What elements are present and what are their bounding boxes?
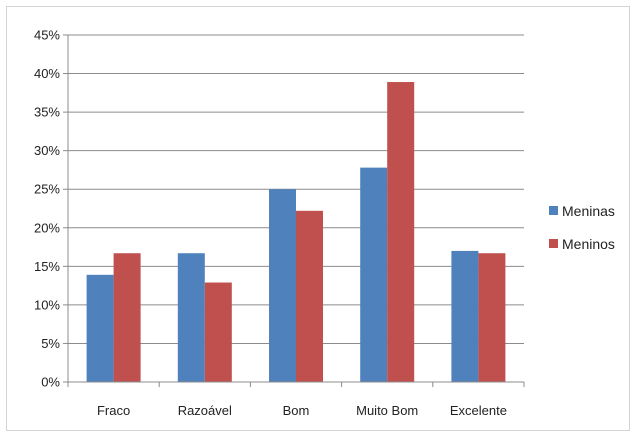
y-tick-label: 40%	[34, 66, 60, 81]
bar-meninas-1	[177, 253, 205, 382]
x-tick-label: Excelente	[450, 403, 507, 418]
bar-meninos-2	[296, 210, 323, 382]
bar-meninos-4	[478, 253, 506, 382]
legend-label-meninas: Meninas	[562, 203, 615, 219]
bar-meninos-0	[113, 253, 141, 382]
bar-meninas-0	[86, 274, 114, 382]
bars	[86, 82, 506, 382]
bar-meninas-4	[451, 250, 479, 382]
y-tick-labels: 0% 5% 10% 15% 20% 25% 30% 35% 40% 45%	[34, 28, 60, 390]
y-tick-label: 10%	[34, 297, 60, 312]
legend: Meninas Meninos	[549, 203, 615, 252]
y-tick-label: 30%	[34, 143, 60, 158]
y-tick-label: 0%	[41, 375, 60, 390]
bar-meninos-3	[387, 82, 415, 382]
y-tick-label: 35%	[34, 105, 60, 120]
chart-frame	[6, 6, 630, 431]
legend-swatch-meninos	[549, 239, 558, 248]
y-tick-label: 25%	[34, 182, 60, 197]
y-tick-label: 5%	[41, 336, 60, 351]
x-tick-label: Fraco	[97, 403, 130, 418]
x-tick-labels: Fraco Razoável Bom Muito Bom Excelente	[97, 403, 507, 418]
y-tick-label: 20%	[34, 220, 60, 235]
gridlines	[68, 34, 524, 344]
x-tick-label: Razoável	[178, 403, 232, 418]
axes	[63, 34, 525, 387]
y-tick-label: 45%	[34, 28, 60, 43]
bar-meninas-2	[269, 189, 296, 382]
legend-swatch-meninas	[549, 206, 558, 215]
bar-meninos-1	[204, 282, 232, 382]
x-tick-label: Muito Bom	[356, 403, 418, 418]
legend-label-meninos: Meninos	[562, 236, 615, 252]
y-tick-label: 15%	[34, 259, 60, 274]
bar-meninas-3	[360, 167, 388, 382]
x-tick-label: Bom	[283, 403, 310, 418]
